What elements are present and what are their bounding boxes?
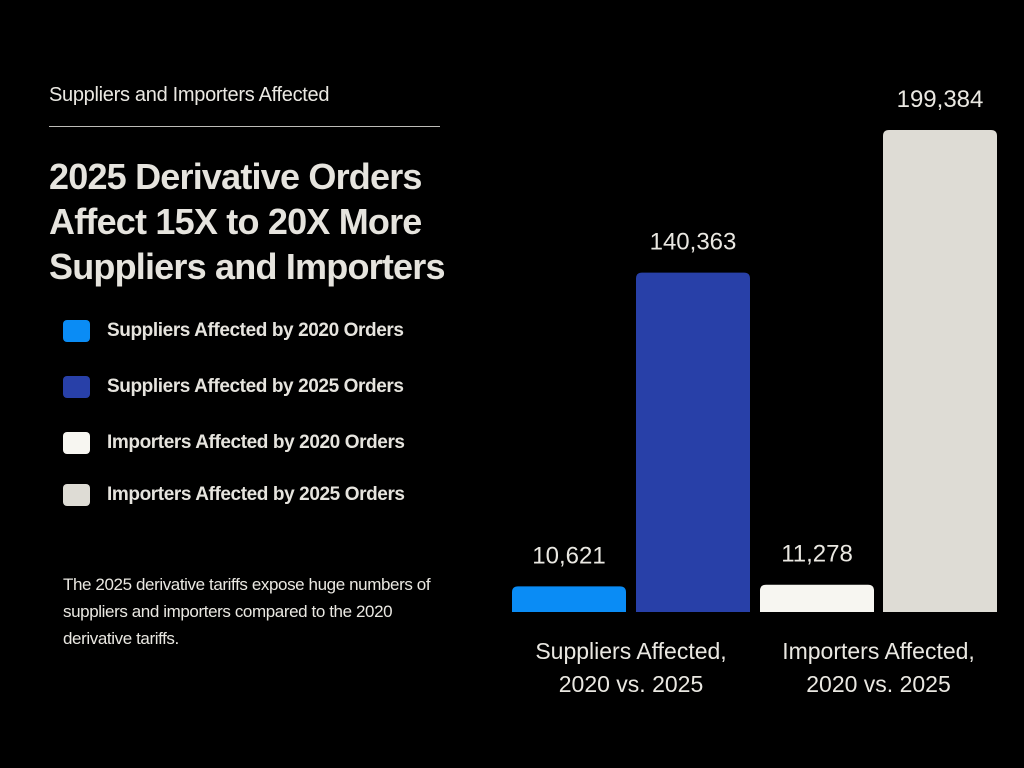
legend-swatch-suppliers-2025: [63, 376, 90, 398]
bar-suppliers-affected-by-2025-orders: [636, 272, 750, 612]
category-label-suppliers-line-2: 2020 vs. 2025: [559, 671, 704, 697]
chart-title: 2025 Derivative Orders Affect 15X to 20X…: [49, 156, 446, 287]
legend-swatch-importers-2025: [63, 484, 90, 506]
data-label-suppliers-affected-by-2025-orders: 140,363: [650, 229, 737, 256]
footnote: The 2025 derivative tariffs expose huge …: [63, 575, 431, 648]
legend-swatch-importers-2020: [63, 432, 90, 454]
category-label-suppliers-line-1: Suppliers Affected,: [535, 638, 726, 664]
category-label-importers-line-1: Importers Affected,: [782, 638, 975, 664]
data-label-importers-affected-by-2020-orders: 11,278: [781, 541, 853, 568]
legend-label-suppliers-2025: Suppliers Affected by 2025 Orders: [107, 376, 404, 397]
category-label-importers-line-2: 2020 vs. 2025: [806, 671, 951, 697]
legend-item-suppliers-2025: Suppliers Affected by 2025 Orders: [63, 376, 404, 398]
legend-label-suppliers-2020: Suppliers Affected by 2020 Orders: [107, 320, 404, 341]
legend-label-importers-2020: Importers Affected by 2020 Orders: [107, 432, 405, 453]
legend-item-suppliers-2020: Suppliers Affected by 2020 Orders: [63, 320, 404, 342]
legend-item-importers-2025: Importers Affected by 2025 Orders: [63, 484, 405, 506]
data-label-suppliers-affected-by-2020-orders: 10,621: [532, 542, 605, 569]
chart-subtitle: Suppliers and Importers Affected: [49, 84, 330, 106]
bar-importers-affected-by-2020-orders: [760, 584, 874, 612]
divider-line: [49, 126, 440, 127]
legend-swatch-suppliers-2020: [63, 320, 90, 342]
legend-label-importers-2025: Importers Affected by 2025 Orders: [107, 484, 405, 505]
bar-suppliers-affected-by-2020-orders: [512, 586, 626, 612]
bar-importers-affected-by-2025-orders: [883, 130, 997, 612]
legend-item-importers-2020: Importers Affected by 2020 Orders: [63, 432, 405, 454]
bar-chart: 10,621 140,363 11,278 199,384 Suppliers Affe…: [512, 86, 997, 697]
data-label-importers-affected-by-2025-orders: 199,384: [897, 86, 984, 113]
